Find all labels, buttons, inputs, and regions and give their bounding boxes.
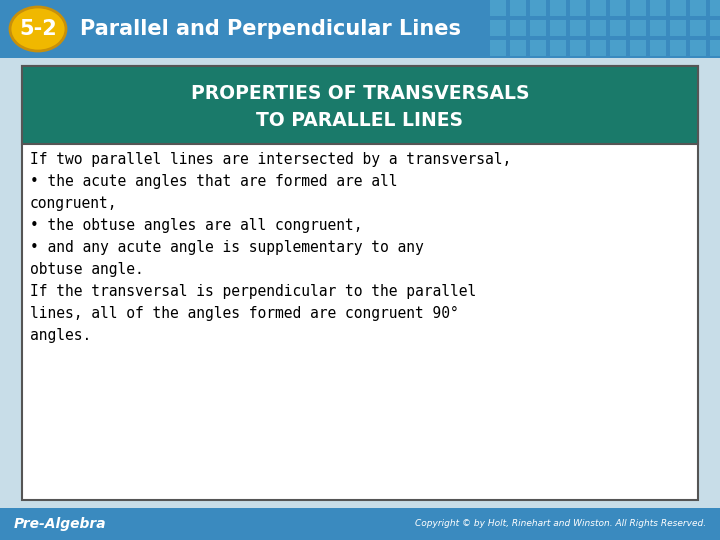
Text: Pre-Algebra: Pre-Algebra	[14, 517, 107, 531]
Bar	[0, 508, 720, 540]
Bar	[590, 40, 606, 56]
Bar	[650, 20, 666, 36]
Bar	[550, 20, 566, 36]
Text: PROPERTIES OF TRANSVERSALS: PROPERTIES OF TRANSVERSALS	[191, 84, 529, 103]
Bar	[490, 0, 506, 16]
Text: obtuse angle.: obtuse angle.	[30, 262, 144, 277]
Bar	[570, 40, 586, 56]
Bar	[630, 40, 646, 56]
Bar	[510, 0, 526, 16]
Bar	[510, 20, 526, 36]
Bar	[670, 40, 686, 56]
Bar	[710, 0, 720, 16]
Bar	[570, 20, 586, 36]
Bar	[490, 40, 506, 56]
Text: • the obtuse angles are all congruent,: • the obtuse angles are all congruent,	[30, 218, 362, 233]
Ellipse shape	[10, 7, 66, 51]
Bar	[690, 20, 706, 36]
Text: Parallel and Perpendicular Lines: Parallel and Perpendicular Lines	[80, 19, 461, 39]
Bar	[550, 40, 566, 56]
Text: congruent,: congruent,	[30, 196, 117, 211]
Bar	[610, 0, 626, 16]
Bar	[710, 20, 720, 36]
Text: If the transversal is perpendicular to the parallel: If the transversal is perpendicular to t…	[30, 284, 476, 299]
Text: Copyright © by Holt, Rinehart and Winston. All Rights Reserved.: Copyright © by Holt, Rinehart and Winsto…	[415, 519, 706, 529]
Bar	[530, 0, 546, 16]
Bar	[22, 66, 698, 500]
Bar	[690, 40, 706, 56]
Bar	[630, 20, 646, 36]
Bar	[670, 0, 686, 16]
Bar	[610, 20, 626, 36]
Text: • and any acute angle is supplementary to any: • and any acute angle is supplementary t…	[30, 240, 424, 255]
Bar	[550, 0, 566, 16]
Bar	[670, 20, 686, 36]
Bar	[0, 0, 720, 58]
Bar	[590, 20, 606, 36]
Bar	[530, 40, 546, 56]
Bar	[22, 66, 698, 144]
Bar	[490, 20, 506, 36]
Bar	[530, 20, 546, 36]
Bar	[650, 40, 666, 56]
Bar	[610, 40, 626, 56]
Bar	[570, 0, 586, 16]
Text: • the acute angles that are formed are all: • the acute angles that are formed are a…	[30, 174, 397, 189]
Bar	[650, 0, 666, 16]
Bar	[590, 0, 606, 16]
Bar	[510, 40, 526, 56]
Bar	[630, 0, 646, 16]
Bar	[690, 0, 706, 16]
Bar	[710, 40, 720, 56]
Text: If two parallel lines are intersected by a transversal,: If two parallel lines are intersected by…	[30, 152, 511, 167]
Text: 5-2: 5-2	[19, 19, 57, 39]
Text: TO PARALLEL LINES: TO PARALLEL LINES	[256, 111, 464, 130]
Text: angles.: angles.	[30, 328, 91, 343]
Text: lines, all of the angles formed are congruent 90°: lines, all of the angles formed are cong…	[30, 306, 459, 321]
